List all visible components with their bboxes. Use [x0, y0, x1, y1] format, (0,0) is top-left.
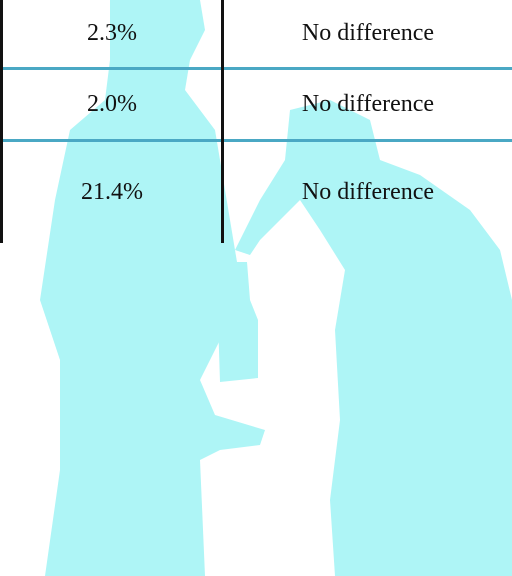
table-row: 21.4% No difference [2, 140, 512, 243]
page: 2.3% No difference 2.0% No difference 21… [0, 0, 512, 576]
table-cell: No difference [223, 68, 512, 140]
table-cell: 2.3% [2, 0, 223, 68]
table-cell: No difference [223, 0, 512, 68]
data-table: 2.3% No difference 2.0% No difference 21… [0, 0, 512, 243]
table-row: 2.3% No difference [2, 0, 512, 68]
table-row: 2.0% No difference [2, 68, 512, 140]
table-cell: No difference [223, 140, 512, 243]
table-cell: 2.0% [2, 68, 223, 140]
table-cell: 21.4% [2, 140, 223, 243]
